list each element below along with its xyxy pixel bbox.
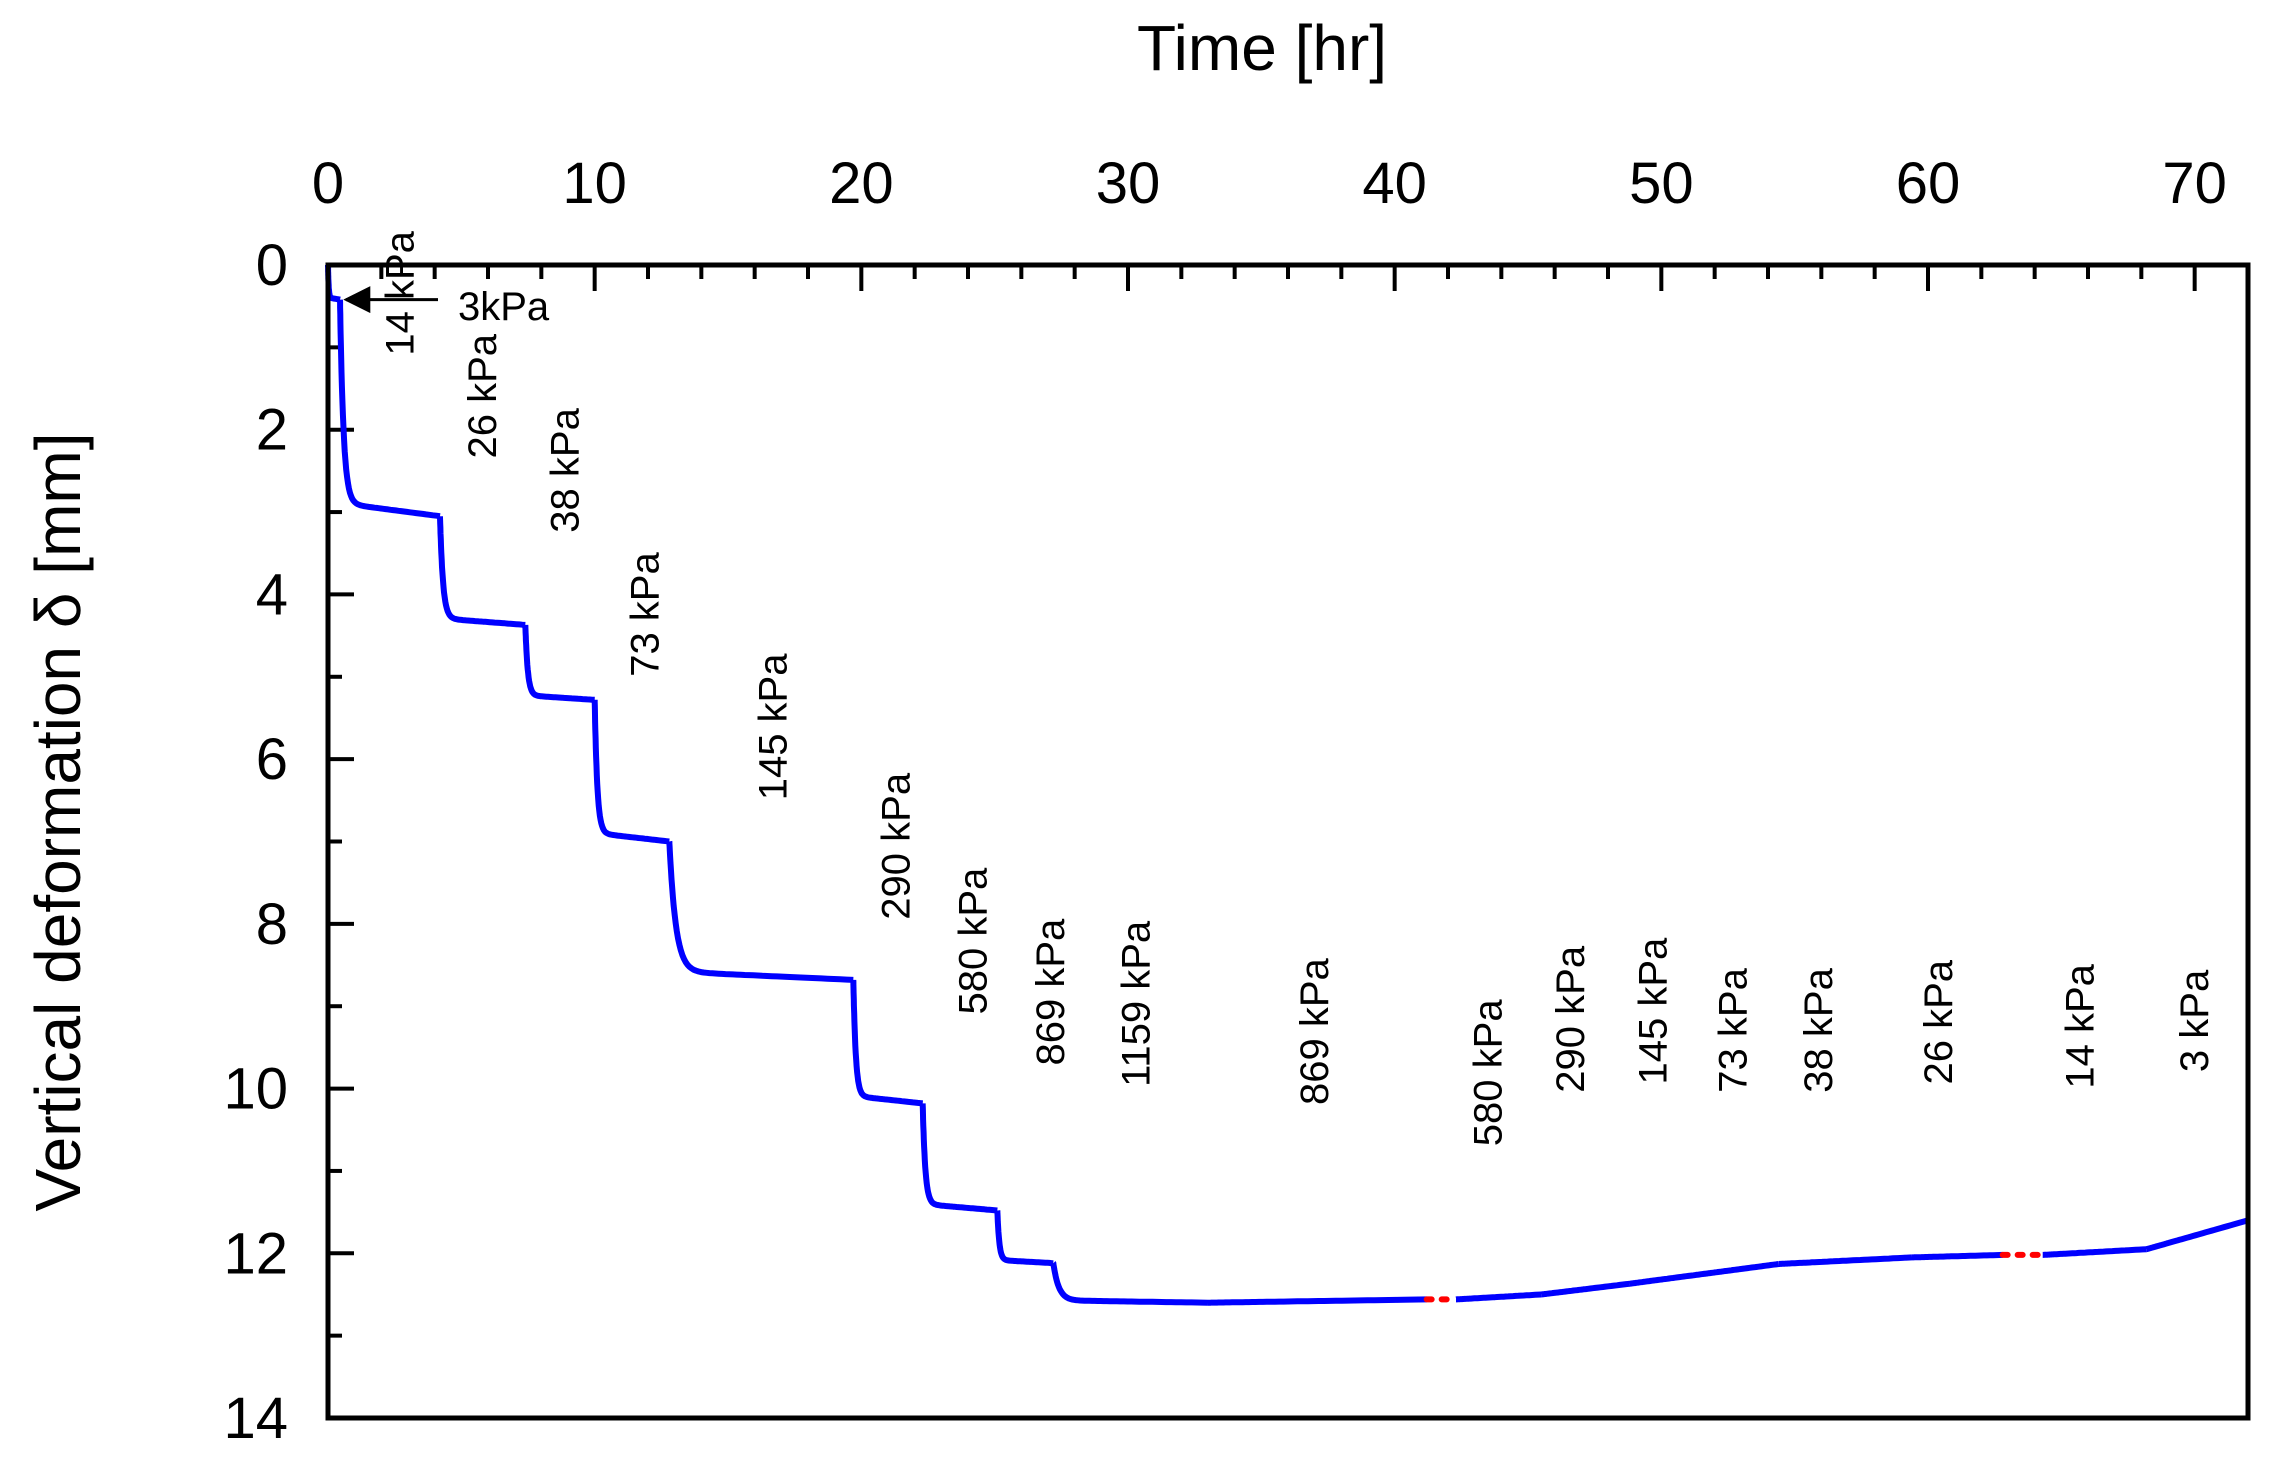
x-axis-title: Time [hr] (1137, 12, 1387, 84)
y-tick-label: 10 (223, 1057, 288, 1122)
annotation-label: 290 kPa (874, 772, 918, 920)
series-segment (1538, 1280, 1630, 1298)
annotation-label: 14 kPa (2058, 963, 2102, 1088)
x-tick-label: 50 (1629, 151, 1694, 216)
x-ticks: 0 10 20 30 40 50 60 70 (312, 151, 2250, 291)
series-segment (2039, 1246, 2147, 1258)
annotation-label: 26 kPa (1917, 959, 1961, 1084)
y-tick-label: 2 (256, 398, 288, 463)
y-tick-label: 6 (256, 727, 288, 792)
series-segment (1701, 1261, 1780, 1277)
x-tick-label: 30 (1096, 151, 1161, 216)
annotation-label: 38 kPa (544, 407, 588, 532)
annotation-label: 26 kPa (461, 333, 505, 458)
series (325, 262, 2249, 1306)
annotation-label: 73 kPa (1712, 967, 1756, 1092)
x-tick-label: 40 (1362, 151, 1427, 216)
annotation-label: 145 kPa (752, 653, 796, 801)
y-tick-label: 12 (223, 1221, 288, 1286)
annotation-label: 3kPa (458, 285, 550, 329)
y-ticks: 0 2 4 6 8 10 12 14 (223, 233, 354, 1451)
series-segment (666, 839, 854, 983)
series-segment (1453, 1291, 1542, 1303)
annotation-label: 14 kPa (378, 230, 422, 355)
annotation-label: 1159 kPa (1114, 920, 1158, 1087)
series-segment (919, 1100, 998, 1214)
series-segment (437, 513, 526, 628)
x-tick-label: 10 (562, 151, 627, 216)
plot-area-frame (325, 262, 2251, 1421)
annotation-label: 3 kPa (2173, 969, 2217, 1072)
series-segment (1626, 1270, 1705, 1287)
series-segment (1775, 1254, 1913, 1267)
series-segment (337, 297, 441, 520)
annotation-label: 580 kPa (1466, 999, 1510, 1147)
annotation-label: 580 kPa (952, 867, 996, 1015)
x-tick-label: 70 (2162, 151, 2227, 216)
annotation-label: 73 kPa (624, 552, 668, 677)
annotation-label: 869 kPa (1293, 957, 1337, 1105)
series-segment (994, 1207, 1055, 1267)
series-segment (1205, 1296, 1427, 1306)
annotation-label: 145 kPa (1632, 937, 1676, 1085)
y-tick-label: 8 (256, 892, 288, 957)
series-segment (2143, 1217, 2249, 1253)
series-segment (591, 697, 670, 845)
y-tick-label: 4 (256, 562, 288, 627)
y-tick-label: 0 (256, 233, 288, 298)
annotation-label: 290 kPa (1549, 945, 1593, 1093)
annotations: 3kPa 14 kPa 26 kPa 38 kPa 73 kPa 145 kPa 290 k… (343, 230, 2217, 1147)
x-tick-label: 20 (829, 151, 894, 216)
y-tick-label: 14 (223, 1386, 288, 1451)
series-segment (850, 977, 924, 1107)
x-tick-label: 0 (312, 151, 344, 216)
annotation-label: 38 kPa (1797, 967, 1841, 1092)
series-segment (1909, 1251, 2003, 1261)
series-segment (1050, 1260, 1209, 1306)
y-axis-title: Vertical deformation δ [mm] (22, 433, 94, 1212)
series-segment (522, 622, 596, 703)
x-tick-label: 60 (1896, 151, 1961, 216)
annotation-label: 869 kPa (1029, 918, 1073, 1066)
